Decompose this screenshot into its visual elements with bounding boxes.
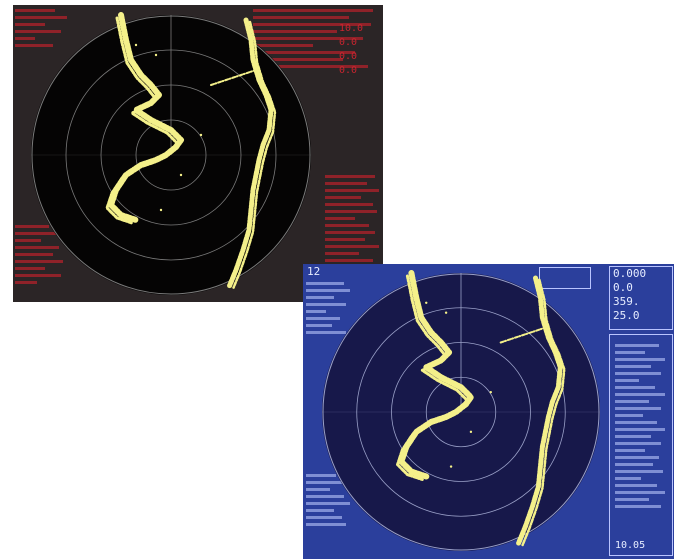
night-radar-scope [31, 12, 311, 295]
day-right-panel [609, 334, 673, 556]
echo-target [425, 301, 428, 304]
day-bottom-readout: 10.05 [615, 540, 646, 551]
echo-target [199, 133, 203, 137]
radar-screen-night: 10.0 0.0 0.0 0.0 [13, 5, 383, 302]
night-left-panel-top [15, 9, 71, 51]
radar-screen-day: 12 0.000 0.0 359. 25.0 10.05 [303, 264, 674, 559]
night-right-panel-top [253, 9, 378, 72]
echo-target [134, 43, 138, 47]
echo-target [159, 208, 163, 212]
echo-target [469, 430, 473, 434]
day-left-panel-top [306, 282, 352, 338]
echo-coastline [499, 326, 547, 344]
day-readout-box [609, 266, 673, 330]
echo-coastline [231, 20, 277, 291]
day-indicator-box [539, 267, 591, 289]
echo-target [489, 390, 492, 394]
night-right-panel-bottom [325, 175, 381, 266]
day-radar-scope [322, 270, 600, 551]
echo-coastline [396, 274, 469, 481]
echo-target [449, 465, 453, 468]
day-readout-1: 0.000 [613, 267, 647, 280]
day-left-panel-bottom [306, 474, 352, 530]
night-readout-3: 0.0 [339, 51, 358, 62]
echo-coastline [398, 270, 474, 480]
echo-coastline [521, 278, 566, 547]
night-left-panel-bottom [15, 225, 71, 288]
echo-coastline [105, 16, 179, 225]
day-range-label: 12 [307, 265, 321, 278]
night-readout-2: 0.0 [339, 37, 358, 48]
night-readout-4: 0.0 [339, 65, 358, 76]
day-readout-3: 359. [613, 295, 640, 308]
echo-target [444, 311, 448, 314]
echo-target [154, 53, 158, 57]
echo-target [179, 173, 183, 177]
echo-coastline [210, 69, 257, 86]
day-readout-4: 25.0 [613, 309, 640, 322]
day-right-panel-lines [615, 344, 669, 512]
night-readout-1: 10.0 [339, 23, 364, 34]
day-readout-2: 0.0 [613, 281, 633, 294]
echo-coastline [108, 12, 184, 223]
